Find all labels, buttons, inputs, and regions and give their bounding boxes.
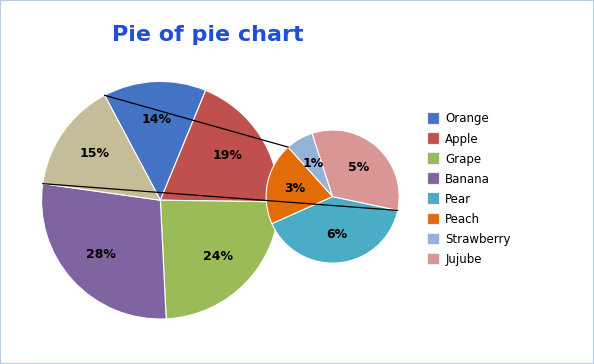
- Text: 14%: 14%: [141, 113, 172, 126]
- Wedge shape: [266, 147, 333, 223]
- Wedge shape: [312, 130, 399, 210]
- Text: 5%: 5%: [348, 161, 369, 174]
- Wedge shape: [160, 200, 279, 319]
- Wedge shape: [105, 82, 206, 200]
- Text: 19%: 19%: [213, 149, 243, 162]
- Wedge shape: [288, 133, 333, 197]
- Text: 15%: 15%: [79, 147, 109, 161]
- Wedge shape: [43, 95, 160, 200]
- Text: 24%: 24%: [204, 250, 233, 263]
- Text: 3%: 3%: [285, 182, 305, 195]
- Text: 28%: 28%: [86, 248, 116, 261]
- Legend: Orange, Apple, Grape, Banana, Pear, Peach, Strawberry, Jujube: Orange, Apple, Grape, Banana, Pear, Peac…: [428, 112, 511, 266]
- Wedge shape: [272, 197, 398, 263]
- Text: 6%: 6%: [326, 229, 347, 241]
- Wedge shape: [42, 184, 166, 319]
- Text: 1%: 1%: [303, 157, 324, 170]
- Wedge shape: [160, 90, 279, 202]
- Text: Pie of pie chart: Pie of pie chart: [112, 25, 304, 46]
